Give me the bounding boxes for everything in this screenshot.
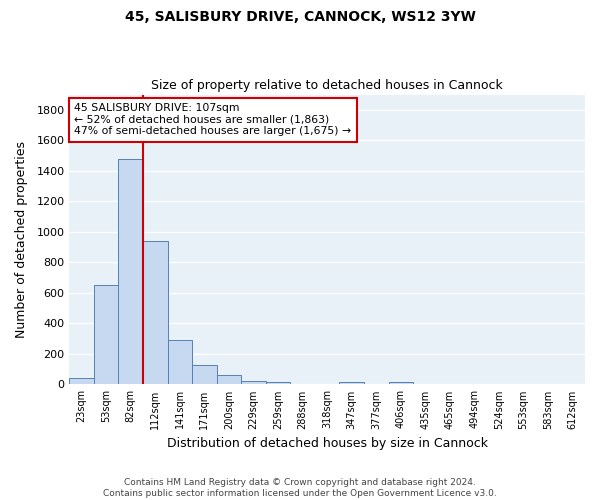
Title: Size of property relative to detached houses in Cannock: Size of property relative to detached ho… — [151, 79, 503, 92]
Bar — [340, 382, 364, 384]
Bar — [192, 364, 217, 384]
Bar — [70, 378, 94, 384]
Bar — [167, 340, 192, 384]
Bar — [143, 241, 167, 384]
Y-axis label: Number of detached properties: Number of detached properties — [15, 141, 28, 338]
Text: 45, SALISBURY DRIVE, CANNOCK, WS12 3YW: 45, SALISBURY DRIVE, CANNOCK, WS12 3YW — [125, 10, 475, 24]
Bar — [94, 286, 118, 384]
Bar — [266, 382, 290, 384]
Bar — [217, 374, 241, 384]
Bar — [389, 382, 413, 384]
Text: 45 SALISBURY DRIVE: 107sqm
← 52% of detached houses are smaller (1,863)
47% of s: 45 SALISBURY DRIVE: 107sqm ← 52% of deta… — [74, 104, 352, 136]
Text: Contains HM Land Registry data © Crown copyright and database right 2024.
Contai: Contains HM Land Registry data © Crown c… — [103, 478, 497, 498]
Bar — [118, 160, 143, 384]
Bar — [241, 380, 266, 384]
X-axis label: Distribution of detached houses by size in Cannock: Distribution of detached houses by size … — [167, 437, 488, 450]
